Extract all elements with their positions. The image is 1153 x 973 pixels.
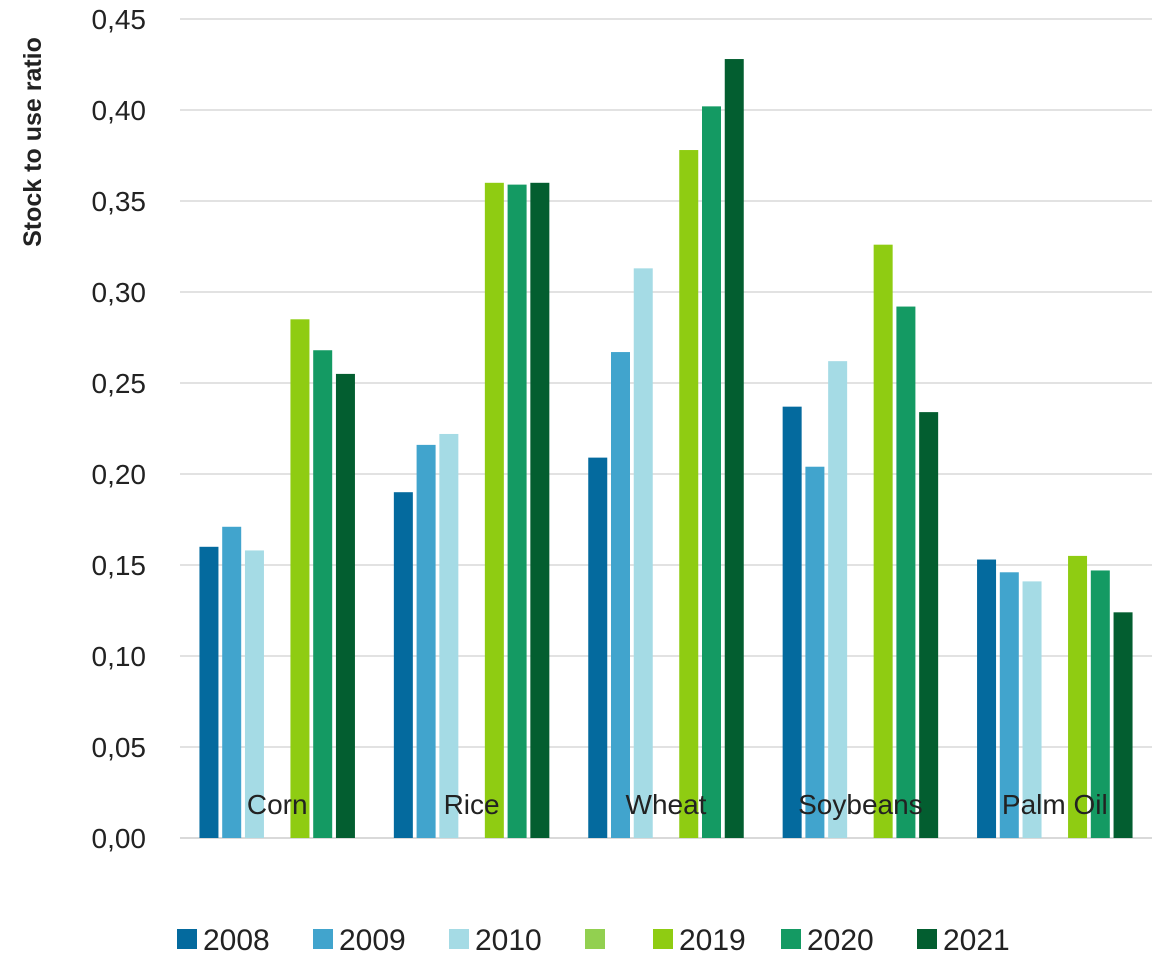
bar-wheat-2010 bbox=[633, 268, 653, 839]
y-tick-label: 0,20 bbox=[92, 459, 147, 490]
x-category-label: Soybeans bbox=[798, 789, 923, 820]
bar-corn-2019 bbox=[290, 319, 310, 838]
y-tick-label: 0,10 bbox=[92, 641, 147, 672]
bar-wheat-2008 bbox=[588, 457, 608, 838]
y-tick-label: 0,40 bbox=[92, 95, 147, 126]
x-axis-categories: Corn Rice Wheat Soybeans Palm Oil bbox=[247, 789, 1108, 820]
bar-soybeans-2010 bbox=[828, 361, 848, 838]
bar-wheat-2009 bbox=[611, 352, 630, 838]
bar-palm-oil-2010 bbox=[1022, 581, 1042, 838]
legend-label: 2009 bbox=[339, 924, 406, 957]
bar-rice-2010 bbox=[439, 433, 459, 838]
bar-corn-2010 bbox=[244, 550, 264, 838]
y-axis-ticks: 0,00 0,05 0,10 0,15 0,20 0,25 0,30 0,35 0,40 0,45 bbox=[92, 4, 147, 854]
bar-corn-2021 bbox=[335, 373, 355, 838]
legend-label: 2020 bbox=[807, 924, 874, 957]
y-tick-label: 0,00 bbox=[92, 823, 147, 854]
x-category-label: Rice bbox=[444, 789, 500, 820]
bar-rice-2008 bbox=[393, 492, 413, 838]
bar-palm-oil-2019 bbox=[1068, 555, 1088, 838]
bar-wheat-2019 bbox=[679, 150, 699, 839]
x-category-label: Corn bbox=[247, 789, 308, 820]
bar-corn-2009 bbox=[222, 526, 242, 838]
legend-swatch bbox=[781, 929, 801, 949]
bar-palm-oil-2008 bbox=[977, 559, 997, 838]
bar-soybeans-2021 bbox=[919, 412, 939, 838]
bar-corn-2008 bbox=[199, 546, 219, 838]
y-tick-label: 0,15 bbox=[92, 550, 147, 581]
legend-label: 2008 bbox=[203, 924, 270, 957]
y-tick-label: 0,35 bbox=[92, 186, 147, 217]
bar-soybeans-2009 bbox=[805, 466, 825, 838]
bar-rice-2021 bbox=[530, 182, 550, 839]
bar-palm-oil-2021 bbox=[1113, 612, 1133, 838]
bar-palm-oil-2009 bbox=[999, 572, 1019, 838]
bar-corn-2020 bbox=[313, 350, 333, 838]
legend-swatch bbox=[653, 929, 673, 949]
bars bbox=[199, 59, 1133, 839]
bar-rice-2020 bbox=[507, 184, 527, 838]
bar-soybeans-2008 bbox=[782, 406, 802, 838]
y-tick-label: 0,30 bbox=[92, 277, 147, 308]
bar-rice-2019 bbox=[484, 182, 504, 839]
bar-wheat-2020 bbox=[702, 106, 721, 839]
x-category-label: Wheat bbox=[626, 789, 707, 820]
legend-label: 2010 bbox=[475, 924, 542, 957]
y-tick-label: 0,05 bbox=[92, 732, 147, 763]
bar-wheat-2021 bbox=[724, 59, 744, 839]
legend-swatch bbox=[917, 929, 937, 949]
bar-rice-2009 bbox=[416, 444, 436, 838]
legend-label: 2019 bbox=[679, 924, 746, 957]
bar-soybeans-2020 bbox=[896, 306, 916, 838]
y-axis-title: Stock to use ratio bbox=[19, 37, 47, 247]
y-tick-label: 0,45 bbox=[92, 4, 147, 35]
legend-swatch bbox=[313, 929, 333, 949]
x-category-label: Palm Oil bbox=[1002, 789, 1108, 820]
bar-soybeans-2019 bbox=[873, 244, 893, 838]
legend-label: 2021 bbox=[943, 924, 1010, 957]
bar-palm-oil-2020 bbox=[1090, 570, 1110, 838]
legend-swatch bbox=[585, 929, 605, 949]
legend-swatch bbox=[449, 929, 469, 949]
legend: 2008 2009 2010 2019 2020 2021 bbox=[177, 924, 1010, 957]
legend-swatch bbox=[177, 929, 197, 949]
y-tick-label: 0,25 bbox=[92, 368, 147, 399]
